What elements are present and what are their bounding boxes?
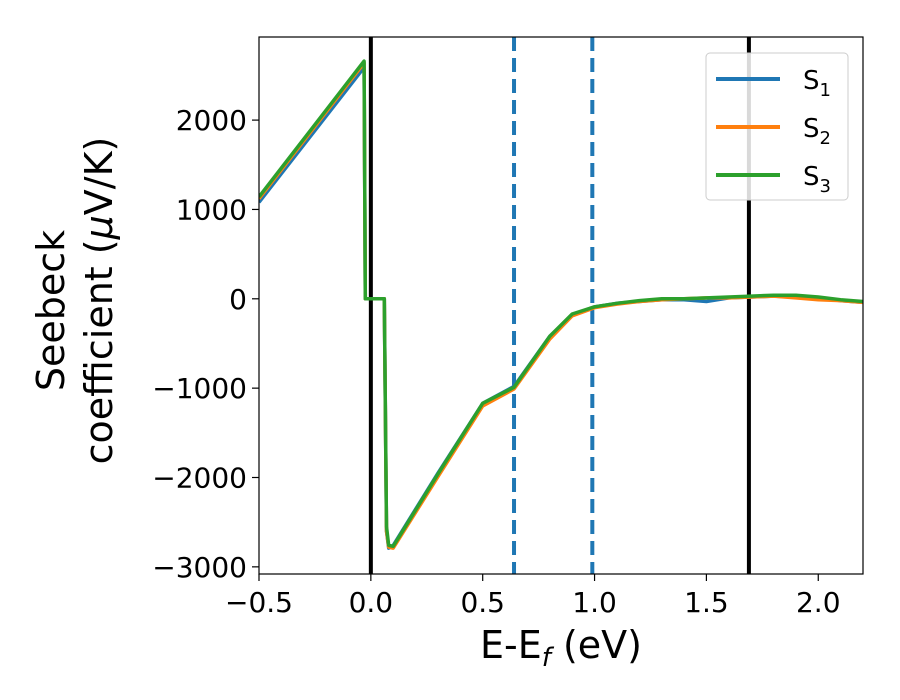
legend-label-2: S2 bbox=[803, 114, 831, 149]
y-axis-title-mu: μ bbox=[77, 215, 121, 240]
y-axis-title-word: Seebeck bbox=[29, 230, 73, 391]
plot-frame bbox=[258, 36, 864, 575]
y-tick-label: −2000 bbox=[152, 462, 247, 495]
x-axis-title-main: E-E bbox=[480, 623, 542, 667]
x-tick-label: 0.5 bbox=[460, 586, 505, 619]
y-tick-label: −3000 bbox=[152, 551, 247, 584]
x-tick-label: 0.0 bbox=[349, 586, 394, 619]
y-tick-label: 1000 bbox=[176, 193, 247, 226]
series-lines bbox=[259, 59, 863, 550]
y-axis-title-line2: coefficient (μV/K) bbox=[77, 137, 121, 465]
x-tick-label: 1.0 bbox=[572, 586, 617, 619]
x-tick-label: 2.0 bbox=[796, 586, 841, 619]
legend: S1 S2 S3 bbox=[705, 52, 849, 201]
series-line-3 bbox=[259, 59, 863, 549]
x-tick-label: −0.5 bbox=[225, 586, 293, 619]
y-axis-title-unit: V/K) bbox=[77, 137, 121, 216]
y-tick-label: −1000 bbox=[152, 372, 247, 405]
x-tick-label: 1.5 bbox=[684, 586, 729, 619]
y-axis-title-line1: Seebeck bbox=[29, 230, 73, 391]
y-tick-label: 2000 bbox=[176, 104, 247, 137]
x-axis-title-unit: (eV) bbox=[551, 623, 642, 667]
x-axis-title: E-Ef (eV) bbox=[480, 623, 642, 673]
legend-label-1: S1 bbox=[803, 66, 831, 101]
legend-label-3: S3 bbox=[803, 162, 831, 197]
y-axis-title-main: coefficient ( bbox=[77, 239, 121, 464]
y-tick-label: 0 bbox=[229, 283, 247, 316]
y-axis: −3000 −2000 −1000 0 1000 2000 bbox=[152, 104, 259, 584]
x-axis: −0.5 0.0 0.5 1.0 1.5 2.0 bbox=[225, 574, 841, 619]
